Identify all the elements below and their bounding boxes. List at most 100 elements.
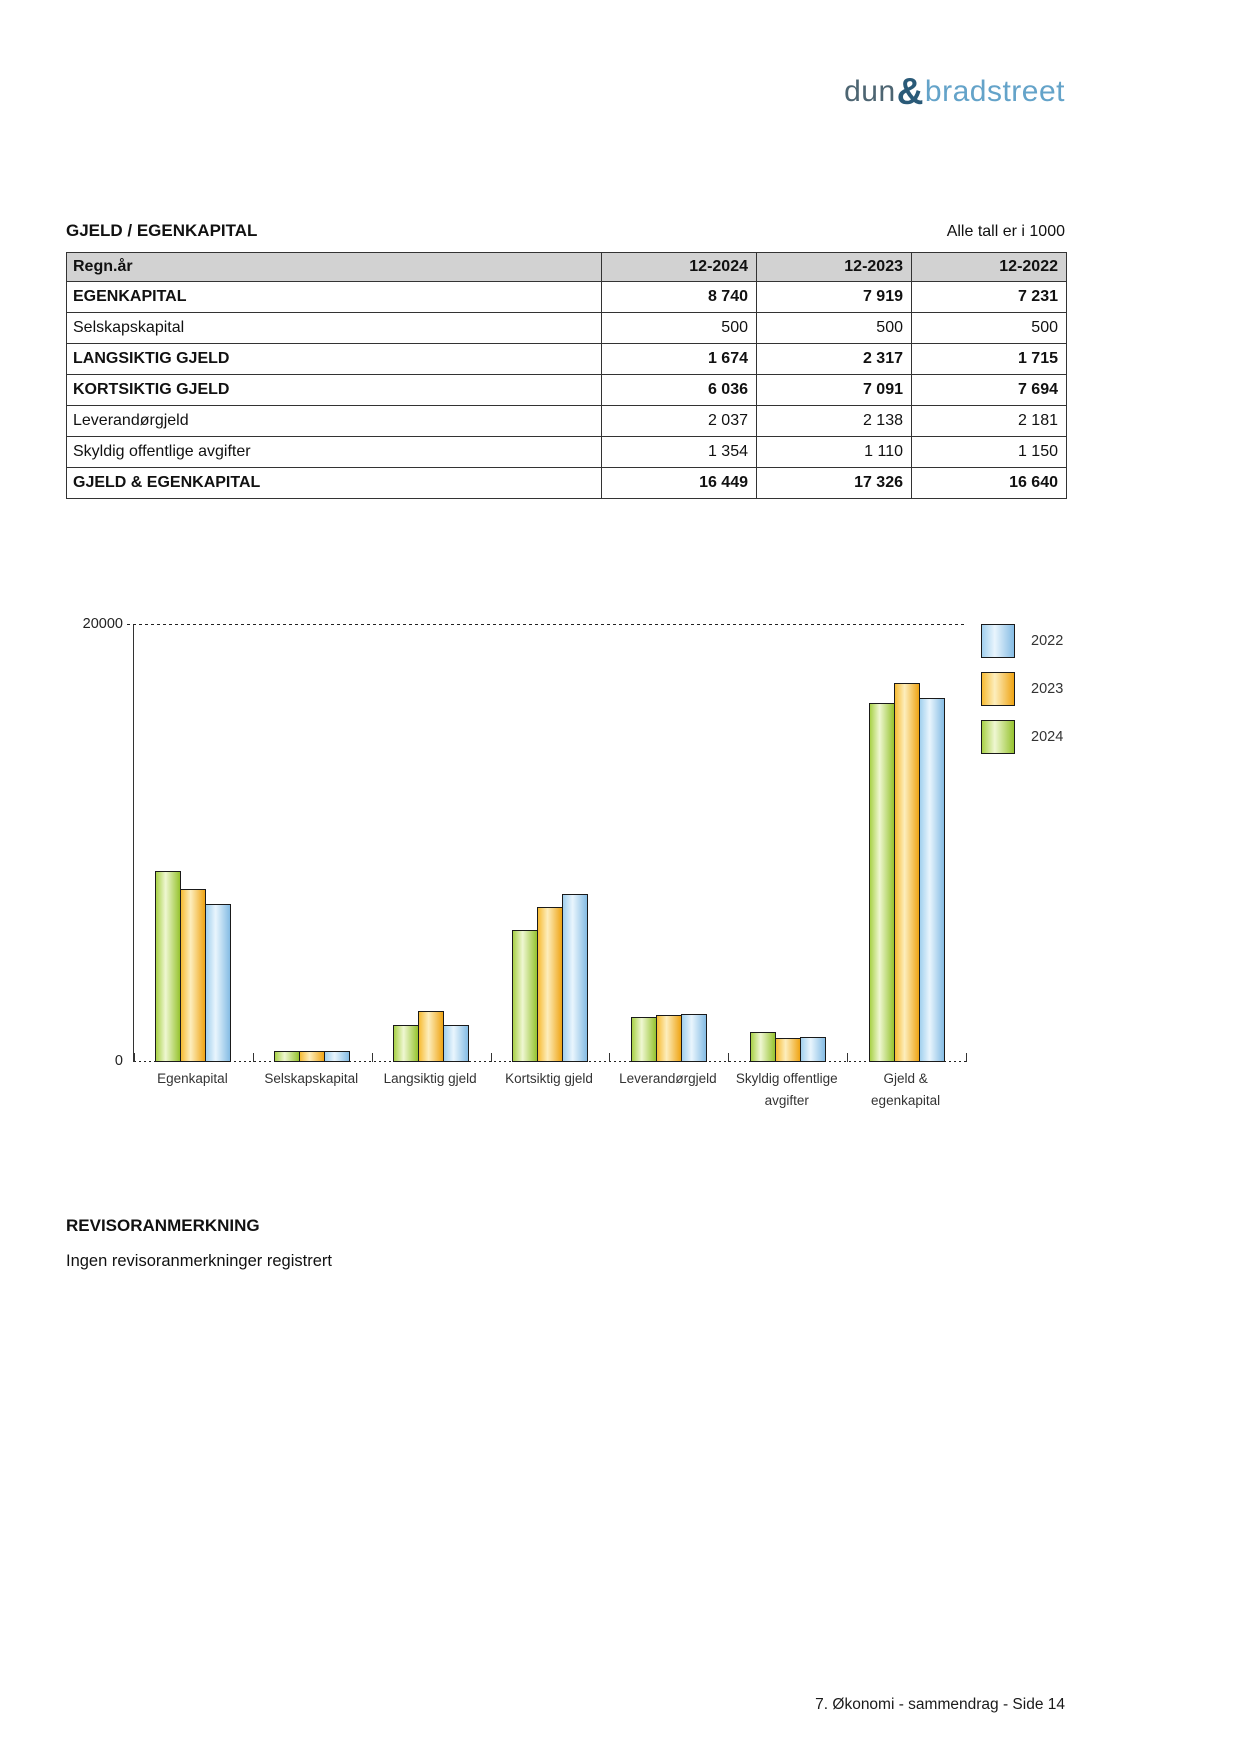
bar-cluster bbox=[393, 1011, 470, 1062]
bar-group bbox=[728, 625, 847, 1062]
revisor-heading: REVISORANMERKNING bbox=[66, 1216, 260, 1235]
header-regnar: Regn.år bbox=[66, 252, 602, 282]
bar-2023-skyldig-offentlige bbox=[774, 1038, 801, 1062]
dun-bradstreet-logo: dun&bradstreet bbox=[66, 72, 1065, 112]
axis-tick bbox=[847, 1053, 849, 1062]
bar-2023-gjeld- bbox=[893, 683, 920, 1062]
bar-cluster bbox=[512, 894, 588, 1062]
bar-cluster bbox=[155, 871, 232, 1062]
bar-group bbox=[847, 625, 966, 1062]
row-value: 500 bbox=[601, 312, 757, 344]
bar-2023-egenkapital bbox=[180, 889, 207, 1062]
legend-label: 2023 bbox=[1031, 681, 1064, 697]
bar-2022-selskapskapital bbox=[324, 1051, 351, 1062]
axis-tick bbox=[966, 1053, 967, 1062]
y-axis-tick-20000: 20000 bbox=[82, 616, 123, 632]
x-axis-category-label: Langsiktig gjeld bbox=[383, 1071, 477, 1086]
x-axis-category-label: Egenkapital bbox=[157, 1071, 228, 1086]
bar-cluster bbox=[630, 1014, 707, 1062]
row-value: 2 181 bbox=[911, 405, 1067, 437]
bar-group bbox=[491, 625, 610, 1062]
row-value: 2 037 bbox=[601, 405, 757, 437]
row-value: 2 138 bbox=[756, 405, 912, 437]
header-year-2023: 12-2023 bbox=[756, 252, 912, 282]
axis-tick bbox=[609, 1053, 611, 1062]
units-note: Alle tall er i 1000 bbox=[946, 223, 1065, 240]
financial-table: Regn.år 12-2024 12-2023 12-2022 EGENKAPI… bbox=[66, 252, 1067, 499]
bar-2022-langsiktig-gjeld bbox=[443, 1025, 470, 1062]
bar-2024-selskapskapital bbox=[274, 1051, 301, 1062]
row-value: 1 674 bbox=[601, 343, 757, 375]
bar-cluster bbox=[274, 1051, 351, 1062]
row-value: 1 715 bbox=[911, 343, 1067, 375]
x-axis-category-label: Leverandørgjeld bbox=[619, 1071, 717, 1086]
chart-legend: 2022 2023 2024 bbox=[981, 624, 1063, 768]
row-value: 7 694 bbox=[911, 374, 1067, 406]
bar-2023-selskapskapital bbox=[299, 1051, 326, 1062]
row-label: KORTSIKTIG GJELD bbox=[66, 374, 602, 406]
x-axis-category-label: Skyldig offentlige avgifter bbox=[735, 1071, 838, 1108]
row-value: 1 150 bbox=[911, 436, 1067, 468]
axis-tick bbox=[134, 1053, 135, 1062]
table-row: Selskapskapital 500 500 500 bbox=[66, 312, 1067, 344]
bar-2024-gjeld- bbox=[868, 703, 895, 1062]
bar-group bbox=[253, 625, 372, 1062]
table-row: EGENKAPITAL 8 740 7 919 7 231 bbox=[66, 281, 1067, 313]
axis-tick bbox=[252, 1053, 254, 1062]
x-axis-category-label: Kortsiktig gjeld bbox=[505, 1071, 593, 1086]
row-value: 7 919 bbox=[756, 281, 912, 313]
bar-cluster bbox=[749, 1032, 826, 1062]
bar-2023-langsiktig-gjeld bbox=[418, 1011, 445, 1062]
row-value: 1 354 bbox=[601, 436, 757, 468]
x-axis-category-label: Selskapskapital bbox=[264, 1071, 359, 1086]
table-header-row: Regn.år 12-2024 12-2023 12-2022 bbox=[66, 252, 1067, 282]
row-label: Leverandørgjeld bbox=[66, 405, 602, 437]
axis-tick bbox=[371, 1053, 373, 1062]
row-value: 8 740 bbox=[601, 281, 757, 313]
legend-item: 2023 bbox=[981, 672, 1063, 706]
page-footer: 7. Økonomi - sammendrag - Side 14 bbox=[815, 1696, 1065, 1713]
bar-2022-egenkapital bbox=[205, 904, 232, 1062]
row-value: 16 449 bbox=[601, 467, 757, 499]
legend-swatch-2024 bbox=[981, 720, 1015, 754]
row-value: 16 640 bbox=[911, 467, 1067, 499]
bar-2023-kortsiktig-gjeld bbox=[537, 907, 563, 1062]
header-year-2022: 12-2022 bbox=[911, 252, 1067, 282]
bar-chart-plot bbox=[133, 625, 967, 1062]
bar-2024-egenkapital bbox=[155, 871, 182, 1062]
bar-2022-leverand-rgjeld bbox=[680, 1014, 707, 1062]
bar-2022-skyldig-offentlige bbox=[799, 1037, 826, 1062]
legend-item: 2024 bbox=[981, 720, 1063, 754]
bar-2024-skyldig-offentlige bbox=[749, 1032, 776, 1062]
logo-dun: dun bbox=[844, 75, 896, 108]
row-label: Skyldig offentlige avgifter bbox=[66, 436, 602, 468]
row-value: 500 bbox=[756, 312, 912, 344]
legend-label: 2022 bbox=[1031, 633, 1064, 649]
bar-group bbox=[134, 625, 253, 1062]
x-axis-labels: Egenkapital Selskapskapital Langsiktig gje… bbox=[133, 1068, 965, 1111]
gridline-20000 bbox=[127, 624, 965, 625]
bar-2023-leverand-rgjeld bbox=[655, 1015, 682, 1062]
row-label: GJELD & EGENKAPITAL bbox=[66, 467, 602, 499]
row-value: 7 091 bbox=[756, 374, 912, 406]
logo-bradstreet: bradstreet bbox=[924, 75, 1065, 108]
y-axis-tick-0: 0 bbox=[114, 1053, 123, 1069]
table-row: KORTSIKTIG GJELD 6 036 7 091 7 694 bbox=[66, 374, 1067, 406]
legend-swatch-2022 bbox=[981, 624, 1015, 658]
row-label: EGENKAPITAL bbox=[66, 281, 602, 313]
section-title: GJELD / EGENKAPITAL bbox=[66, 221, 258, 240]
row-label: Selskapskapital bbox=[66, 312, 602, 344]
x-axis-category-label: Gjeld & egenkapital bbox=[871, 1071, 941, 1108]
legend-label: 2024 bbox=[1031, 729, 1064, 745]
table-row: GJELD & EGENKAPITAL 16 449 17 326 16 640 bbox=[66, 467, 1067, 499]
row-value: 1 110 bbox=[756, 436, 912, 468]
table-row: LANGSIKTIG GJELD 1 674 2 317 1 715 bbox=[66, 343, 1067, 375]
legend-swatch-2023 bbox=[981, 672, 1015, 706]
table-row: Leverandørgjeld 2 037 2 138 2 181 bbox=[66, 405, 1067, 437]
revisor-body: Ingen revisoranmerkninger registrert bbox=[66, 1252, 332, 1270]
axis-tick bbox=[728, 1053, 730, 1062]
table-body: EGENKAPITAL 8 740 7 919 7 231 Selskapskapita… bbox=[66, 281, 1067, 499]
bar-2022-kortsiktig-gjeld bbox=[562, 894, 588, 1062]
row-value: 6 036 bbox=[601, 374, 757, 406]
